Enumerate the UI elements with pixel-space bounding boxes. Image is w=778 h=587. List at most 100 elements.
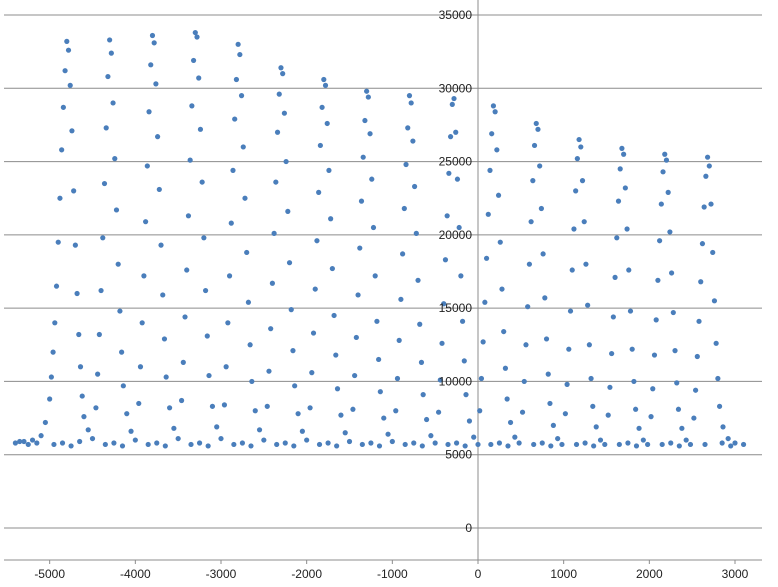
data-point (81, 414, 87, 420)
data-point (396, 337, 402, 343)
data-point (334, 443, 340, 449)
y-tick-label: 15000 (439, 301, 473, 315)
data-point (190, 57, 197, 64)
data-point (674, 380, 680, 386)
data-point (519, 409, 526, 415)
data-point (12, 440, 18, 446)
data-point (171, 425, 177, 431)
data-point (350, 406, 356, 412)
data-point (659, 441, 665, 448)
data-point (441, 301, 447, 307)
data-point (531, 441, 537, 448)
data-point (162, 443, 168, 449)
data-point (65, 47, 72, 53)
data-point (699, 241, 706, 247)
data-point (47, 396, 53, 402)
data-point (687, 441, 694, 448)
data-point (160, 292, 166, 298)
data-point (143, 219, 149, 225)
data-point (531, 142, 538, 149)
data-point (559, 441, 565, 448)
data-point (653, 317, 659, 323)
data-point (444, 213, 450, 219)
data-point (230, 167, 236, 173)
data-point (495, 192, 502, 198)
data-point (321, 76, 327, 83)
data-point (67, 82, 73, 88)
data-point (21, 438, 27, 445)
data-point (282, 440, 288, 446)
data-point (504, 396, 510, 402)
data-point (419, 443, 425, 449)
data-point (528, 219, 534, 225)
data-point (360, 154, 366, 160)
data-point (269, 280, 275, 286)
data-point (376, 356, 382, 363)
data-point (622, 185, 628, 191)
data-point (494, 147, 500, 153)
data-point (146, 109, 152, 115)
data-point (59, 147, 65, 153)
data-point (569, 267, 575, 273)
data-point (324, 120, 330, 127)
data-point (698, 279, 704, 285)
data-point (610, 314, 616, 320)
data-point (226, 273, 233, 279)
data-points (12, 29, 747, 449)
y-tick-label: 10000 (439, 374, 473, 388)
data-point (238, 93, 245, 99)
data-point (85, 427, 91, 433)
data-point (716, 403, 723, 409)
data-point (478, 375, 485, 382)
data-point (276, 91, 282, 97)
data-point (621, 151, 627, 157)
data-point (633, 443, 640, 449)
data-point (103, 125, 109, 131)
data-point (161, 336, 168, 342)
data-point (184, 267, 190, 273)
data-point (385, 431, 391, 437)
data-point (72, 242, 78, 248)
data-point (477, 408, 483, 414)
data-point (487, 167, 493, 173)
data-point (95, 371, 101, 377)
y-tick-label: 20000 (439, 228, 473, 242)
data-point (62, 68, 68, 74)
data-point (525, 304, 531, 310)
data-point (268, 326, 274, 332)
data-point (317, 142, 323, 149)
data-point (264, 403, 270, 409)
data-point (719, 440, 725, 446)
data-point (413, 230, 419, 236)
x-tick-label: -2000 (291, 567, 322, 581)
data-point (167, 405, 173, 411)
data-point (461, 358, 467, 364)
data-point (672, 348, 678, 354)
data-point (182, 314, 188, 320)
data-point (362, 117, 368, 124)
data-point (625, 440, 631, 446)
data-point (545, 371, 551, 377)
x-tick-label: -3000 (206, 567, 237, 581)
data-point (668, 440, 674, 446)
data-point (328, 216, 334, 222)
data-point (232, 116, 238, 122)
data-point (381, 415, 387, 421)
data-point (209, 403, 216, 409)
data-point (539, 440, 545, 446)
data-point (657, 238, 663, 244)
data-point (648, 414, 654, 420)
data-point (398, 296, 404, 302)
data-point (266, 368, 272, 374)
data-point (331, 312, 337, 319)
data-point (566, 346, 572, 352)
data-point (602, 441, 608, 448)
data-point (576, 136, 582, 143)
data-point (163, 374, 169, 380)
data-point (516, 440, 522, 446)
data-point (458, 273, 464, 279)
x-tick-label: 2000 (636, 567, 663, 581)
data-point (237, 51, 243, 58)
data-point (124, 411, 130, 417)
